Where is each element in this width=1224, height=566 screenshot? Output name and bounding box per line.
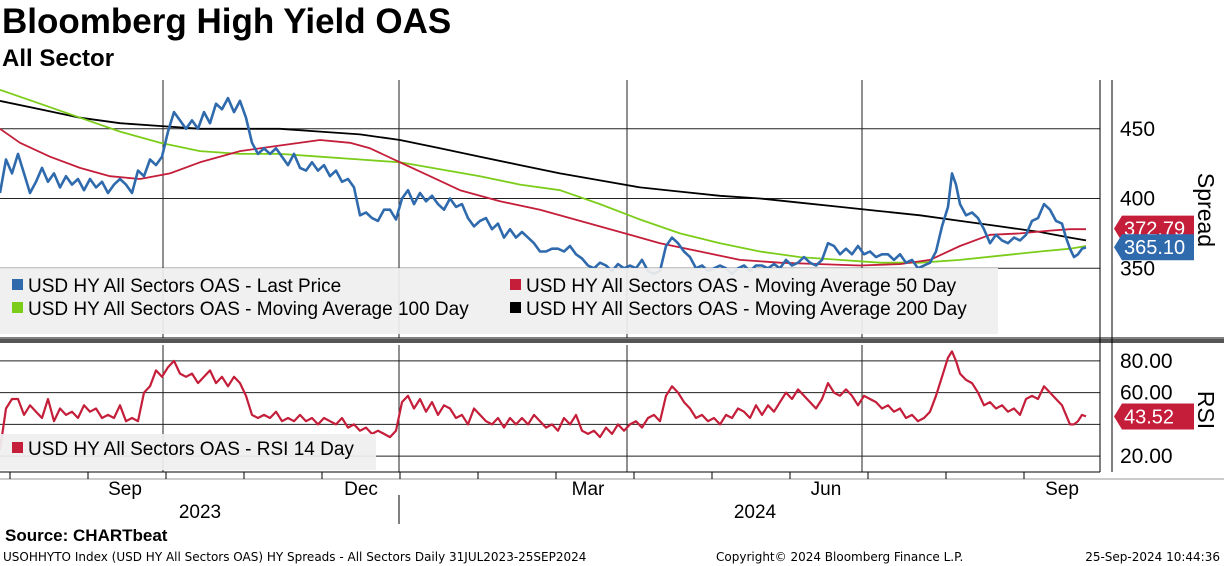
legend-label: USD HY All Sectors OAS - RSI 14 Day [28,439,354,460]
rsi-last-tag-bg [1114,403,1194,430]
y-tick-label: 400 [1120,188,1155,211]
x-year-label: 2024 [734,502,777,523]
y-axis-title: Spread [1193,173,1219,247]
spread-series-group [0,88,1087,276]
rsi-last-tag: 43.52 [1124,406,1174,428]
series-line-ma50 [0,128,1086,267]
panel-divider [0,339,1224,343]
y-tick-label: 450 [1120,118,1155,141]
legend-swatch [12,302,23,313]
copyright: Copyright© 2024 Bloomberg Finance L.P. [716,550,964,564]
x-month-label: Sep [1045,479,1079,500]
rsi-series-group [0,350,1087,450]
legend-label: USD HY All Sectors OAS - Moving Average … [28,299,469,320]
x-month-label: Jun [811,479,842,500]
rsi-tick-label: 20.00 [1120,445,1173,468]
source-note: Source: CHARTbeat [5,526,168,545]
series-line-last-price [0,96,1087,276]
timestamp: 25-Sep-2024 10:44:36 [1085,550,1220,564]
rsi-tick-label: 60.00 [1120,382,1173,405]
legend-swatch [510,302,521,313]
x-year-label: 2023 [179,502,221,523]
chart-subtitle: All Sector [2,45,115,72]
x-month-label: Sep [108,479,142,500]
last-price-tag: 365.10 [1124,237,1185,259]
legend-label: USD HY All Sectors OAS - Last Price [28,276,341,297]
legend-swatch [12,279,23,290]
legend-box [0,268,998,334]
chart-frame [0,80,1224,524]
rsi-axis-title: RSI [1193,391,1219,429]
spread-legend: USD HY All Sectors OAS - Last Price USD H… [0,268,998,334]
x-month-label: Mar [572,479,605,500]
legend-label: USD HY All Sectors OAS - Moving Average … [526,299,967,320]
rsi-legend-box [0,434,376,470]
chart-title: Bloomberg High Yield OAS [2,2,452,41]
rsi-legend: USD HY All Sectors OAS - RSI 14 Day [0,434,376,470]
series-line-rsi [0,350,1087,450]
ticker-line: USOHHYTO Index (USD HY All Sectors OAS) … [3,550,587,564]
axes: 350 400 450 80.00 60.00 20.00 Spread RSI Sep Dec M… [9,118,1219,523]
legend-label: USD HY All Sectors OAS - Moving Average … [526,276,957,297]
legend-swatch [510,279,521,290]
x-month-label: Dec [344,479,378,500]
legend-swatch [12,442,23,453]
y-tick-label: 350 [1120,257,1155,280]
series-line-ma100 [0,88,1087,264]
last-price-tag-bg [1114,234,1194,261]
rsi-tick-label: 80.00 [1120,350,1173,373]
